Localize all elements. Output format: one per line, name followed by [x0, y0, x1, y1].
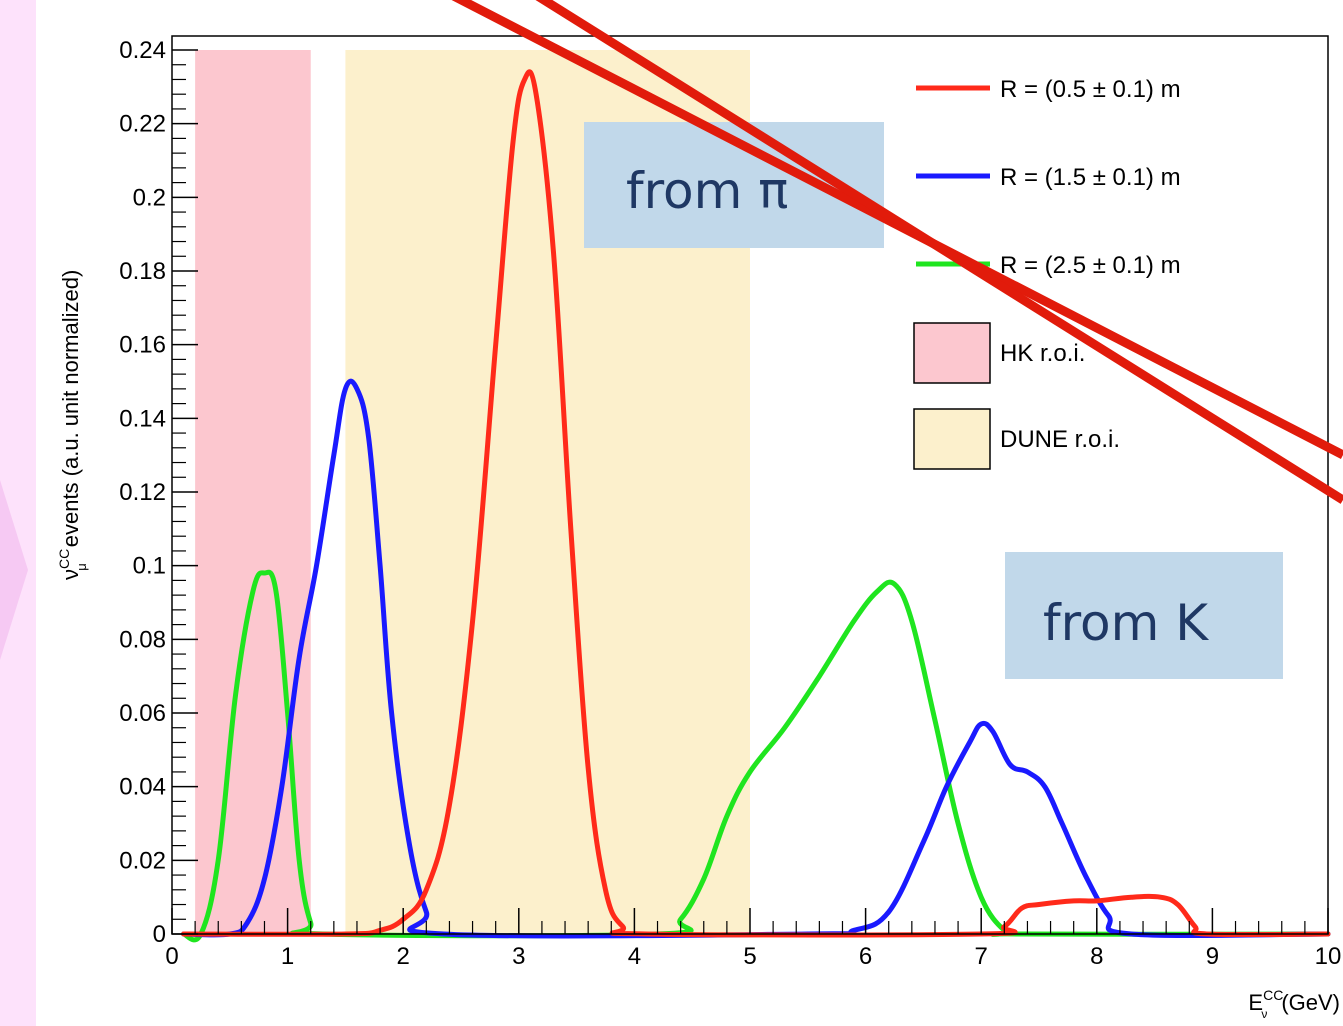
- annotation-box-1: [1005, 552, 1283, 679]
- y-tick-label: 0.1: [133, 553, 166, 580]
- x-tick-label: 6: [859, 943, 872, 970]
- x-axis-title: ECC ν (GeV): [1248, 987, 1340, 1021]
- y-tick-label: 0.02: [119, 847, 166, 874]
- legend-box-1: [913, 408, 991, 470]
- x-tick-label: 5: [743, 943, 756, 970]
- series-line-0: [181, 69, 1331, 938]
- y-tick-label: 0.18: [119, 258, 166, 285]
- legend-label-1: R = (1.5 ± 0.1) m: [1000, 164, 1181, 191]
- legend-label-2: R = (2.5 ± 0.1) m: [1000, 252, 1181, 279]
- annotations-layer: from π from K: [584, 122, 1283, 679]
- x-tick-label: 3: [512, 943, 525, 970]
- y-tick-label: 0.24: [119, 37, 166, 64]
- legend-box-0: [913, 322, 991, 384]
- series-line-2: [181, 569, 1331, 943]
- x-tick-label: 1: [281, 943, 294, 970]
- y-tick-label: 0.14: [119, 405, 166, 432]
- overlay-layer: [451, 0, 1343, 504]
- y-tick-label: 0.16: [119, 332, 166, 359]
- legend-label-0: R = (0.5 ± 0.1) m: [1000, 76, 1181, 103]
- x-tick-label: 7: [975, 943, 988, 970]
- y-tick-label: 0: [153, 921, 166, 948]
- legend-region-label-0: HK r.o.i.: [1000, 340, 1085, 367]
- side-arrow-shape: [0, 480, 28, 660]
- x-tick-label: 0: [165, 943, 178, 970]
- x-tick-label: 10: [1315, 943, 1342, 970]
- y-tick-label: 0.04: [119, 774, 166, 801]
- y-tick-label: 0.2: [133, 184, 166, 211]
- y-tick-label: 0.22: [119, 111, 166, 138]
- x-tick-label: 4: [628, 943, 641, 970]
- y-tick-label: 0.06: [119, 700, 166, 727]
- annotation-text-1: from K: [1043, 594, 1209, 652]
- y-tick-label: 0.12: [119, 479, 166, 506]
- strike-line-2: [535, 0, 1343, 504]
- annotation-text-0: from π: [626, 162, 788, 220]
- legend-region-label-1: DUNE r.o.i.: [1000, 426, 1120, 453]
- y-axis-title: νCC μevents (a.u. unit normalized): [56, 270, 89, 580]
- x-tick-label: 2: [397, 943, 410, 970]
- y-tick-label: 0.08: [119, 626, 166, 653]
- x-tick-label: 9: [1206, 943, 1219, 970]
- axes-layer: 0 0.02 0.04 0.06 0.08 0.1 0.12 0.14 0.16 0.18 0.2 0…: [56, 35, 1342, 1021]
- x-tick-label: 8: [1090, 943, 1103, 970]
